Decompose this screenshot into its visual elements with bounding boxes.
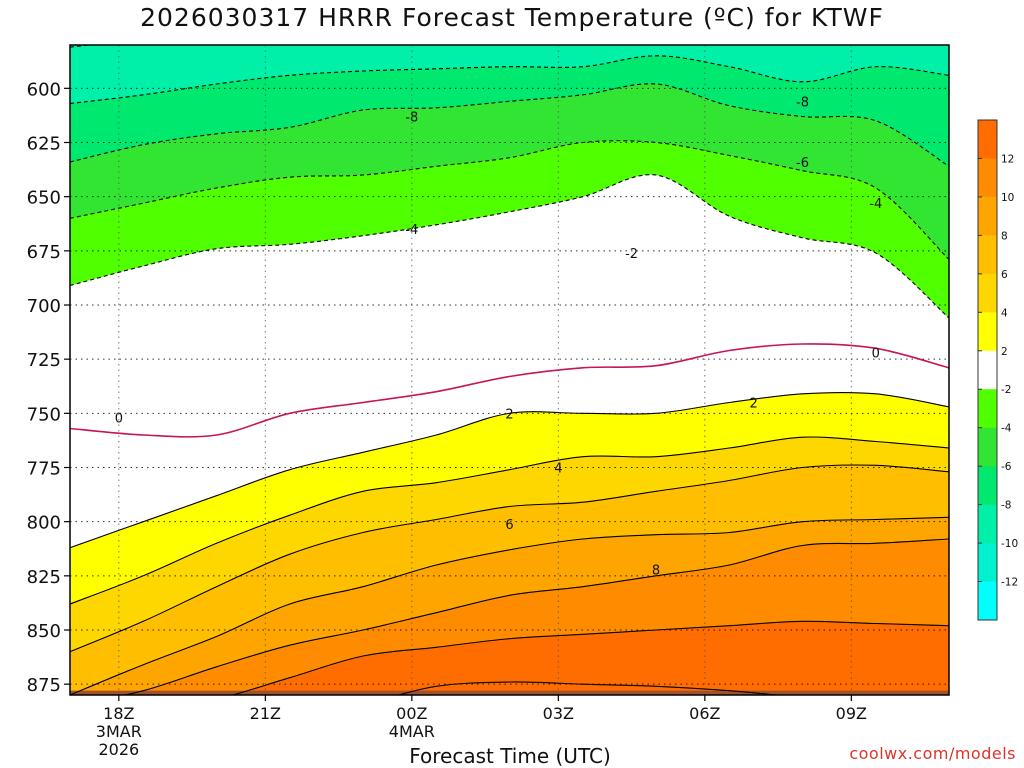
y-tick-label: 875 — [27, 675, 61, 696]
colorbar-label: -4 — [1001, 423, 1012, 435]
contour-label: -6 — [796, 156, 809, 171]
isotherm-line — [70, 436, 949, 605]
x-tick-label: 03Z — [543, 704, 574, 723]
colorbar-swatch — [978, 389, 997, 429]
colorbar-label: -6 — [1001, 461, 1012, 473]
isotherm-line — [70, 140, 949, 260]
colorbar-label: 4 — [1001, 307, 1008, 319]
colorbar-swatch — [978, 350, 997, 390]
isotherm-line — [70, 391, 949, 549]
colorbar-swatch — [978, 427, 997, 467]
y-tick-label: 775 — [27, 459, 61, 480]
contour-label-layer: -8 -8 -6 -4 -4 -2 0 0 2 2 4 6 8 — [115, 95, 883, 578]
contour-label: -4 — [405, 223, 418, 238]
y-tick-label: 700 — [27, 296, 61, 317]
x-tick-sublabel: 3MAR — [96, 722, 142, 741]
isotherm-line — [231, 620, 949, 695]
contour-label: -2 — [625, 247, 638, 262]
contour-label: -8 — [796, 95, 809, 110]
colorbar-label: 6 — [1001, 269, 1008, 281]
isotherm-line — [70, 343, 949, 438]
x-tick-label: 09Z — [836, 704, 867, 723]
colorbar-swatch — [978, 120, 997, 159]
colorbar-swatch — [978, 312, 997, 352]
contour-label: 6 — [505, 518, 513, 533]
isotherm-line — [70, 83, 949, 167]
contour-label: 0 — [872, 347, 880, 362]
isotherm-layer — [70, 45, 949, 695]
y-tick-label: 800 — [27, 513, 61, 534]
y-tick-label: 750 — [27, 404, 61, 425]
colorbar-swatch — [978, 466, 997, 506]
x-tick-label: 21Z — [250, 704, 281, 723]
colorbar-label: 10 — [1001, 192, 1014, 204]
colorbar-label: -2 — [1001, 384, 1011, 396]
colorbar-swatch — [978, 196, 997, 236]
x-tick-label: 00Z — [396, 704, 427, 723]
colorbar-label: 8 — [1001, 230, 1008, 242]
fill-band-12_to_14 — [233, 621, 949, 695]
isotherm-line — [122, 538, 949, 695]
plot-frame — [69, 44, 950, 696]
ground-fill — [70, 690, 949, 695]
colorbar-label: 2 — [1001, 346, 1008, 358]
y-tick-label: 625 — [27, 134, 61, 155]
contour-label: 8 — [652, 563, 660, 578]
x-tick-sublabel: 4MAR — [389, 722, 435, 741]
x-tick-label: 06Z — [689, 704, 720, 723]
x-axis-label: Forecast Time (UTC) — [409, 744, 611, 768]
chart-title: 2026030317 HRRR Forecast Temperature (ºC… — [140, 3, 884, 32]
contour-label: 4 — [554, 462, 562, 477]
contour-label: -8 — [405, 111, 418, 126]
colorbar-label: 12 — [1001, 153, 1014, 165]
y-tick-label: 600 — [27, 79, 61, 100]
colorbar-swatch — [978, 158, 997, 198]
y-tick-label: 825 — [27, 567, 61, 588]
isotherm-line — [396, 681, 783, 695]
colorbar-label: -12 — [1001, 577, 1018, 589]
contour-label: -4 — [869, 197, 882, 212]
isotherm-line — [70, 55, 949, 105]
isotherm-line — [70, 516, 949, 695]
contour-label: 0 — [115, 412, 123, 427]
colorbar-swatch — [978, 581, 997, 621]
colorbar-swatch — [978, 504, 997, 544]
y-tick-label: 725 — [27, 350, 61, 371]
isotherm-line — [70, 174, 949, 319]
colorbar: 12 10 8 6 4 2 -2 -4 -6 -8 -10 -12 — [977, 119, 1018, 621]
x-tick-label: 18Z — [103, 704, 134, 723]
y-tick-label: 850 — [27, 621, 61, 642]
y-tick-label: 650 — [27, 188, 61, 209]
x-tick-sublabel: 2026 — [98, 740, 139, 759]
contour-label: 2 — [750, 397, 758, 412]
colorbar-swatch — [978, 235, 997, 275]
colorbar-label: -10 — [1001, 538, 1018, 550]
ground-layer — [70, 690, 949, 695]
colorbar-swatch — [978, 543, 997, 583]
contour-label: 2 — [505, 407, 513, 422]
colorbar-swatch — [978, 273, 997, 313]
colorbar-label: -8 — [1001, 500, 1011, 512]
colorbar-frame — [977, 119, 998, 621]
y-axis: 600 625 650 675 700 725 750 775 800 825 850 875 — [27, 79, 70, 696]
isotherm-line — [70, 464, 949, 653]
source-credit: coolwx.com/models — [849, 744, 1016, 763]
y-tick-label: 675 — [27, 242, 61, 263]
